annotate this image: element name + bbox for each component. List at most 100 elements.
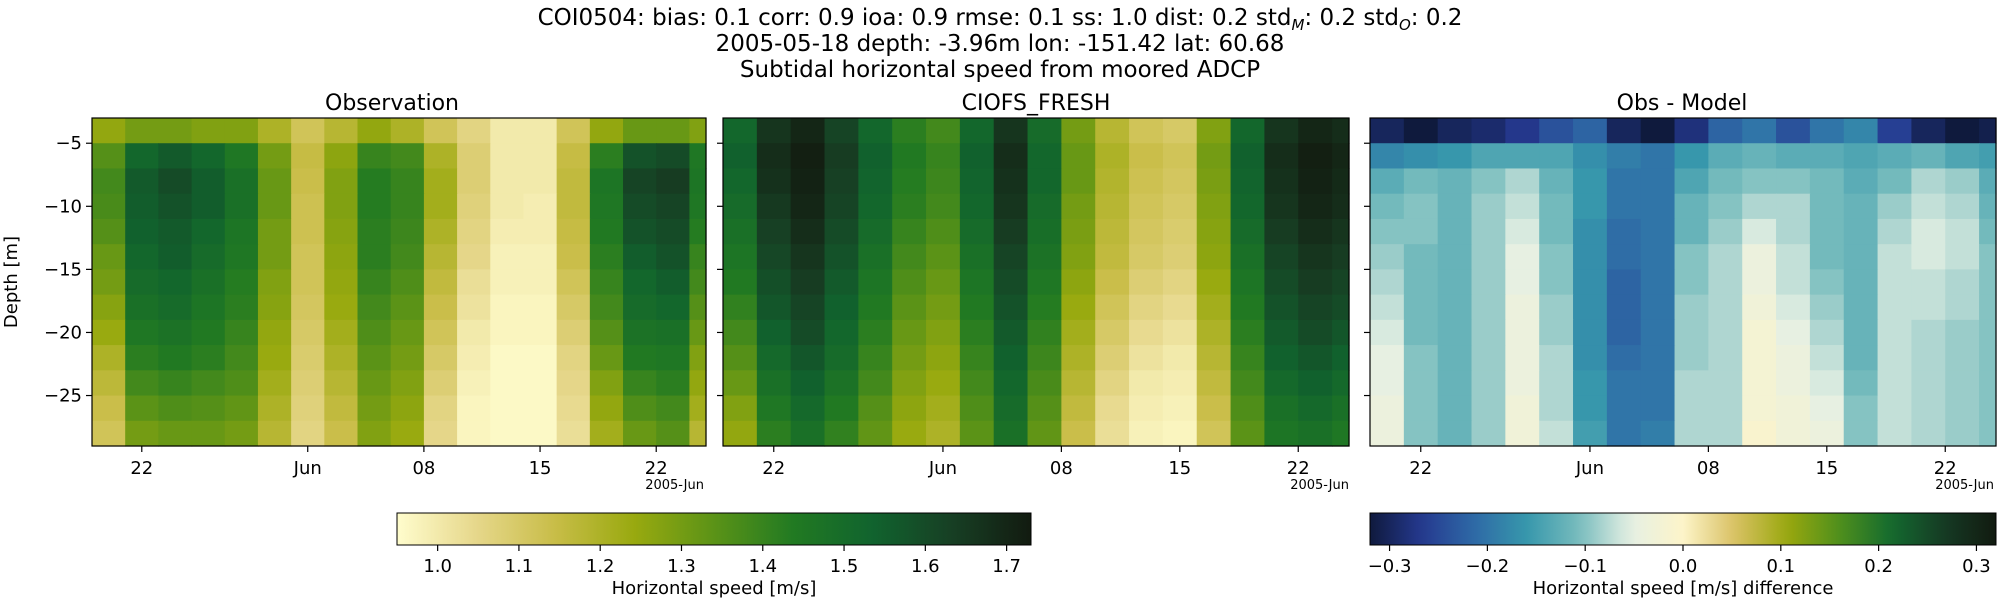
heatmap-cell: [390, 193, 425, 220]
heatmap-cell: [1979, 319, 1997, 346]
heatmap-cell: [1776, 370, 1811, 397]
heatmap-cell: [723, 193, 758, 220]
heatmap-cell: [656, 218, 691, 245]
heatmap-cell: [993, 168, 1029, 195]
heatmap-cell: [1505, 294, 1540, 321]
heatmap-cell: [423, 319, 458, 346]
heatmap-cell: [1640, 193, 1676, 220]
heatmap-cell: [556, 370, 591, 397]
heatmap-cell: [1332, 193, 1350, 220]
heatmap-cell: [858, 345, 893, 371]
heatmap-cell: [689, 269, 707, 296]
heatmap-cell: [1809, 269, 1845, 296]
heatmap-cell: [457, 319, 491, 346]
heatmap-cell: [1674, 370, 1709, 397]
heatmap-cell: [490, 345, 525, 371]
title-metric-value: 0.9: [811, 5, 855, 31]
heatmap-cell: [756, 218, 792, 245]
colorbar-tick-label: 1.3: [667, 556, 696, 577]
heatmap-cell: [1877, 395, 1913, 422]
heatmap-cell: [1403, 218, 1439, 245]
heatmap-cell: [556, 345, 591, 371]
heatmap-cell: [892, 143, 927, 170]
x-tick-label: 22: [1409, 458, 1432, 479]
heatmap-cell: [1674, 143, 1709, 170]
heatmap-cell: [1298, 244, 1333, 270]
heatmap-cell: [1573, 244, 1608, 270]
heatmap-cell: [756, 420, 792, 447]
heatmap-cell: [390, 420, 425, 447]
heatmap-cell: [723, 319, 758, 346]
heatmap-cell: [790, 294, 826, 321]
heatmap-cell: [1437, 294, 1473, 321]
title-metric-label: std: [1249, 5, 1292, 31]
heatmap-cell: [824, 168, 859, 195]
heatmap-cell: [1196, 244, 1232, 270]
heatmap-cell: [1230, 395, 1266, 422]
heatmap-cell: [926, 319, 961, 346]
heatmap-cell: [191, 420, 226, 447]
heatmap-cell: [423, 244, 458, 270]
heatmap-cell: [556, 118, 591, 144]
heatmap-cell: [257, 143, 292, 170]
heatmap-cell: [1911, 420, 1946, 447]
x-tick-label: 22: [1287, 458, 1310, 479]
heatmap-cell: [1264, 319, 1299, 346]
heatmap-cell: [1573, 193, 1608, 220]
heatmap-cell: [1196, 420, 1232, 447]
heatmap-cell: [1095, 395, 1130, 422]
heatmap-cell: [689, 319, 707, 346]
heatmap-cell: [1370, 118, 1405, 144]
heatmap-cell: [1162, 244, 1198, 270]
heatmap-cell: [1640, 319, 1676, 346]
heatmap-cell: [926, 269, 961, 296]
heatmap-cell: [125, 319, 159, 346]
heatmap-cell: [1877, 168, 1913, 195]
heatmap-cell: [824, 370, 859, 397]
title-metric-sep: :: [896, 5, 904, 31]
heatmap-cell: [324, 395, 359, 422]
heatmap-cell: [1230, 420, 1266, 447]
heatmap-cell: [1573, 370, 1608, 397]
heatmap-cell: [1095, 168, 1130, 195]
heatmap-cell: [1843, 143, 1879, 170]
heatmap-cell: [858, 143, 893, 170]
heatmap-cell: [1196, 319, 1232, 346]
heatmap-cell: [589, 193, 624, 220]
x-tick-label: 22: [762, 458, 785, 479]
heatmap-cell: [324, 420, 359, 447]
heatmap-cell: [1129, 345, 1164, 371]
heatmap-cell: [926, 244, 961, 270]
heatmap-cell: [523, 420, 558, 447]
heatmap-cell: [357, 319, 392, 346]
title-metric-value: 0.2: [1312, 5, 1356, 31]
heatmap-cell: [1027, 118, 1062, 144]
colorbar-tick-label: 1.2: [586, 556, 615, 577]
heatmap-cell: [589, 420, 624, 447]
title-location-line: 2005-05-18 depth: -3.96m lon: -151.42 la…: [716, 31, 1285, 57]
heatmap-cell: [224, 294, 259, 321]
heatmap-cell: [723, 118, 758, 144]
plot-frame: [1369, 117, 1997, 447]
x-tick-label: Jun: [1575, 458, 1604, 479]
heatmap-cell: [390, 168, 425, 195]
heatmap-cell: [589, 294, 624, 321]
heatmap-cell: [589, 244, 624, 270]
colorbar-gradient: [396, 512, 1032, 546]
title-metric-value: 0.9: [904, 5, 948, 31]
heatmap-cell: [1061, 143, 1096, 170]
heatmap-cell: [125, 244, 159, 270]
heatmap-cell: [790, 244, 826, 270]
heatmap-cell: [756, 168, 792, 195]
heatmap-cell: [1911, 294, 1946, 321]
heatmap-cell: [926, 168, 961, 195]
heatmap-cell: [324, 118, 359, 144]
heatmap-cell: [1162, 193, 1198, 220]
heatmap-cell: [824, 118, 859, 144]
heatmap-cell: [291, 294, 325, 321]
heatmap-cell: [926, 345, 961, 371]
heatmap-cell: [926, 193, 961, 220]
heatmap-cell: [1370, 168, 1405, 195]
x-tick-label: 22: [645, 458, 668, 479]
